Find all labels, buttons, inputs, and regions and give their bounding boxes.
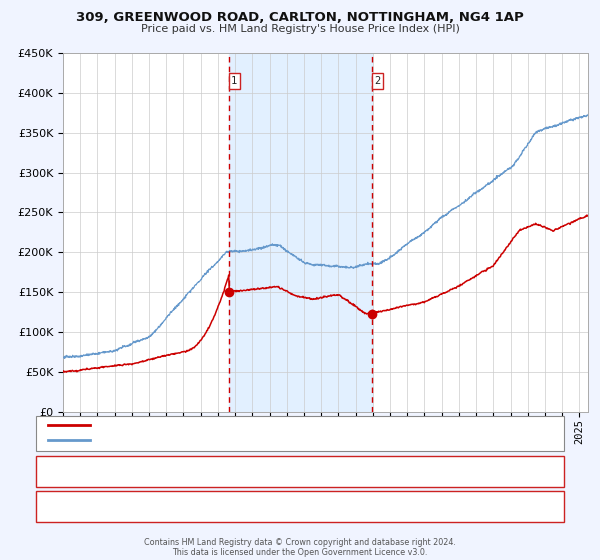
Text: Contains HM Land Registry data © Crown copyright and database right 2024.: Contains HM Land Registry data © Crown c…	[144, 538, 456, 547]
Text: 1: 1	[231, 76, 238, 86]
Text: £150,000: £150,000	[252, 467, 302, 477]
Text: 2: 2	[43, 502, 50, 511]
Text: 309, GREENWOOD ROAD, CARLTON, NOTTINGHAM, NG4 1AP: 309, GREENWOOD ROAD, CARLTON, NOTTINGHAM…	[76, 11, 524, 24]
Text: £123,000: £123,000	[252, 502, 302, 511]
Text: 2: 2	[374, 76, 380, 86]
Text: 309, GREENWOOD ROAD, CARLTON, NOTTINGHAM, NG4 1AP (detached house): 309, GREENWOOD ROAD, CARLTON, NOTTINGHAM…	[96, 421, 469, 430]
Text: 20-DEC-2012: 20-DEC-2012	[81, 502, 150, 511]
Text: Price paid vs. HM Land Registry's House Price Index (HPI): Price paid vs. HM Land Registry's House …	[140, 24, 460, 34]
Text: 23% ↓ HPI: 23% ↓ HPI	[384, 467, 440, 477]
Bar	[229, 53, 373, 412]
Text: This data is licensed under the Open Government Licence v3.0.: This data is licensed under the Open Gov…	[172, 548, 428, 557]
Text: 27-AUG-2004: 27-AUG-2004	[81, 467, 150, 477]
Text: 1: 1	[43, 467, 50, 477]
Text: HPI: Average price, detached house, Gedling: HPI: Average price, detached house, Gedl…	[96, 436, 308, 445]
Text: 35% ↓ HPI: 35% ↓ HPI	[384, 502, 440, 511]
